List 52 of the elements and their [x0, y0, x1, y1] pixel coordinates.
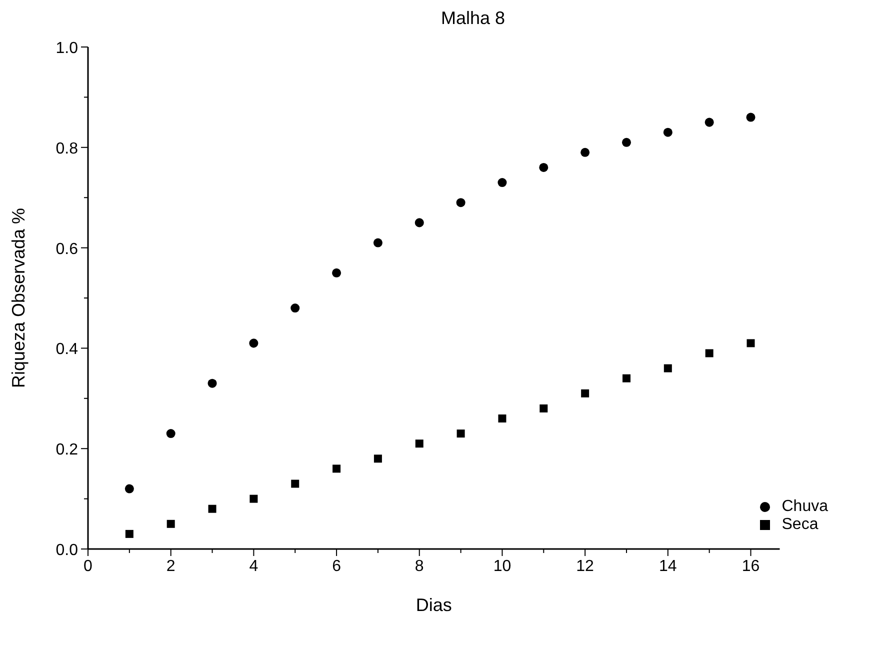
point — [166, 520, 175, 528]
point — [705, 349, 714, 358]
y-tick-label: 0.2 — [56, 442, 78, 459]
y-axis-title: Riqueza Observada % — [8, 208, 28, 388]
point — [456, 430, 465, 438]
point — [746, 112, 756, 122]
point — [374, 454, 382, 463]
point — [208, 378, 217, 388]
y-tick-label: 0.4 — [56, 341, 78, 358]
point — [581, 389, 590, 398]
x-tick-label: 8 — [414, 558, 424, 575]
point — [664, 364, 672, 372]
point — [622, 374, 630, 382]
point — [456, 198, 466, 208]
point — [414, 218, 424, 228]
x-tick-label: 6 — [332, 558, 342, 575]
point — [663, 128, 672, 137]
point — [208, 504, 216, 513]
chart-title: Malha 8 — [440, 8, 506, 29]
point — [498, 414, 506, 422]
x-tick-label: 12 — [576, 558, 594, 575]
point — [622, 138, 631, 147]
legend-label: Seca — [782, 516, 818, 533]
point — [291, 480, 300, 488]
point — [332, 464, 341, 473]
point — [415, 440, 424, 448]
point — [540, 404, 548, 412]
point — [290, 304, 300, 313]
x-tick-label: 10 — [493, 558, 512, 575]
y-tick-label: 0.8 — [56, 140, 78, 158]
x-axis-title: Dias — [416, 595, 452, 615]
point — [125, 530, 134, 538]
point — [332, 268, 342, 278]
legend-label: Chuva — [782, 498, 828, 515]
x-tick-label: 4 — [249, 558, 258, 575]
x-tick-label: 0 — [84, 558, 93, 575]
x-tick-label: 2 — [166, 558, 176, 575]
y-tick-label: 1.0 — [56, 40, 78, 57]
point — [124, 484, 134, 494]
point — [704, 118, 714, 127]
x-tick-label: 16 — [742, 558, 760, 575]
point — [498, 178, 507, 188]
y-tick-label: 0.0 — [56, 542, 78, 559]
point — [580, 148, 590, 157]
point — [249, 338, 258, 348]
x-tick-label: 14 — [659, 558, 677, 575]
point — [250, 494, 258, 503]
point — [746, 339, 755, 348]
point — [539, 162, 548, 172]
point — [166, 429, 176, 438]
point — [373, 238, 382, 248]
y-tick-label: 0.6 — [56, 240, 78, 258]
